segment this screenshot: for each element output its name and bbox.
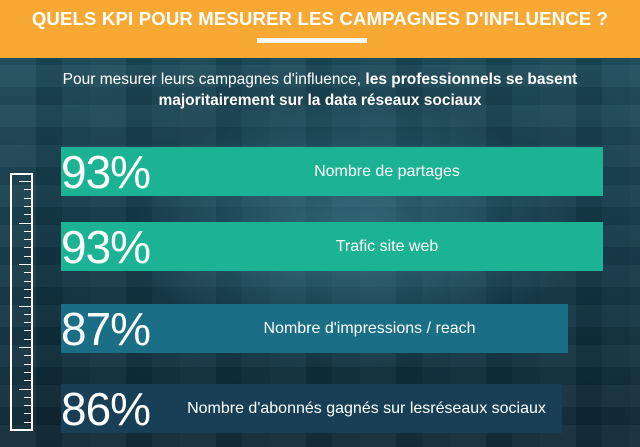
subtitle-normal: Pour mesurer leurs campagnes d'influence… (62, 71, 366, 88)
subtitle-bold-line1: les professionnels se basent (365, 71, 578, 88)
ruler-tick (24, 205, 31, 207)
kpi-category-label-line: Nombre de partages (314, 163, 460, 180)
ruler-tick (24, 247, 31, 249)
kpi-value-label: 86% (61, 382, 151, 435)
ruler-tick (24, 239, 31, 241)
ruler-tick (19, 264, 31, 265)
ruler-tick (24, 230, 31, 232)
ruler-icon (10, 173, 33, 431)
kpi-value-label: 87% (61, 302, 151, 355)
subtitle: Pour mesurer leurs campagnes d'influence… (0, 69, 640, 111)
ruler-tick (24, 272, 31, 274)
kpi-category-label: Trafic site web (171, 222, 603, 271)
kpi-bar: 87% Nombre d'impressions / reach (61, 302, 568, 355)
ruler-tick (19, 347, 31, 348)
header-banner: QUELS KPI POUR MESURER LES CAMPAGNES D'I… (0, 0, 640, 58)
kpi-category-label: Nombre d'abonnés gagnés sur les réseaux s… (171, 384, 562, 433)
title-underline (257, 38, 367, 43)
ruler-tick (24, 197, 31, 199)
kpi-category-label-line: Trafic site web (335, 238, 439, 255)
ruler-tick (24, 355, 31, 357)
ruler-tick (24, 322, 31, 324)
kpi-category-label-line: Nombre d'impressions / reach (263, 320, 476, 337)
kpi-bar: 86% Nombre d'abonnés gagnés sur les réseau… (61, 382, 562, 435)
ruler-tick (24, 330, 31, 332)
ruler-tick (24, 297, 31, 299)
ruler-tick (19, 181, 31, 182)
ruler-tick (24, 280, 31, 282)
kpi-value-label: 93% (61, 145, 151, 198)
ruler-tick (24, 421, 31, 423)
kpi-bar: 93% Nombre de partages (61, 145, 603, 198)
ruler-tick (24, 255, 31, 257)
ruler-tick (19, 388, 31, 390)
kpi-bar: 93% Trafic site web (61, 220, 603, 273)
ruler-tick (24, 313, 31, 315)
ruler-tick (24, 396, 31, 398)
ruler-tick (19, 222, 31, 224)
kpi-category-label-line: réseaux sociaux (430, 400, 546, 417)
kpi-category-label-line: Nombre d'abonnés gagnés sur les (187, 400, 431, 417)
ruler-tick (24, 214, 31, 216)
page-title: QUELS KPI POUR MESURER LES CAMPAGNES D'I… (31, 8, 609, 29)
kpi-value-label: 93% (61, 220, 151, 273)
ruler-tick (24, 380, 31, 382)
kpi-category-label: Nombre d'impressions / reach (171, 304, 568, 353)
ruler-tick (24, 189, 31, 191)
ruler-tick (19, 305, 31, 307)
ruler-tick (24, 288, 31, 290)
subtitle-bold-line2: majoritairement sur la data réseaux soci… (158, 92, 482, 109)
ruler-tick (24, 371, 31, 373)
ruler-tick (24, 413, 31, 415)
ruler-tick (24, 338, 31, 340)
ruler-tick (24, 363, 31, 365)
ruler-tick (24, 405, 31, 407)
kpi-category-label: Nombre de partages (171, 147, 603, 196)
